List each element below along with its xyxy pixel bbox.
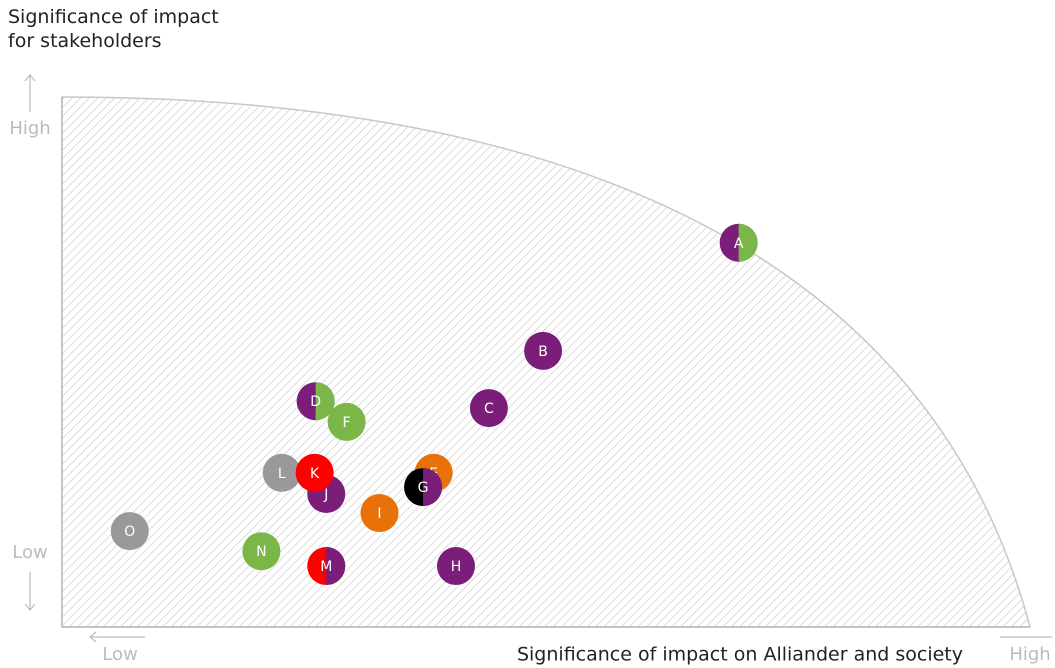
point: M [307, 547, 346, 586]
point: I [360, 494, 399, 533]
point-label: I [377, 506, 381, 522]
point-marker-half [315, 382, 335, 421]
axis-arrows [24, 74, 1052, 643]
point: O [110, 512, 149, 551]
y-tick-label: Low [12, 542, 47, 563]
point-label: D [310, 394, 321, 410]
point-marker [295, 453, 334, 492]
point: H [436, 547, 475, 586]
point-label: A [734, 236, 744, 252]
point: G [404, 468, 443, 507]
y-axis-label: Significance of impact for stakeholders [8, 6, 219, 52]
y-tick-label: High [9, 118, 50, 139]
point: N [242, 532, 281, 571]
point-marker [360, 494, 399, 533]
point: A [719, 223, 758, 262]
point-label: H [451, 559, 462, 575]
point-label: G [418, 480, 429, 496]
point-label: O [124, 524, 135, 540]
point-marker-half [738, 223, 758, 262]
point-marker [469, 389, 508, 428]
x-axis-label: Significance of impact on Alliander and … [517, 644, 963, 666]
point-label: J [323, 487, 328, 503]
point: K [295, 453, 334, 492]
point-marker-half [326, 547, 346, 586]
x-tick-label: High [1009, 644, 1050, 665]
point: F [327, 402, 366, 441]
point-marker [110, 512, 149, 551]
point-marker [436, 547, 475, 586]
point-label: C [484, 401, 494, 417]
point: B [524, 331, 563, 370]
point-label: B [538, 344, 548, 360]
point-label: L [278, 466, 286, 482]
point-label: F [343, 415, 351, 431]
x-tick-label: Low [102, 644, 137, 665]
point-marker [524, 331, 563, 370]
point-marker-half [423, 468, 443, 507]
point-label: N [256, 544, 266, 560]
point-label: M [320, 559, 332, 575]
point-marker [242, 532, 281, 571]
point: L [262, 453, 301, 492]
point-label: K [310, 466, 320, 482]
point-marker [262, 453, 301, 492]
point-marker [327, 402, 366, 441]
point: C [469, 389, 508, 428]
point: D [296, 382, 335, 421]
